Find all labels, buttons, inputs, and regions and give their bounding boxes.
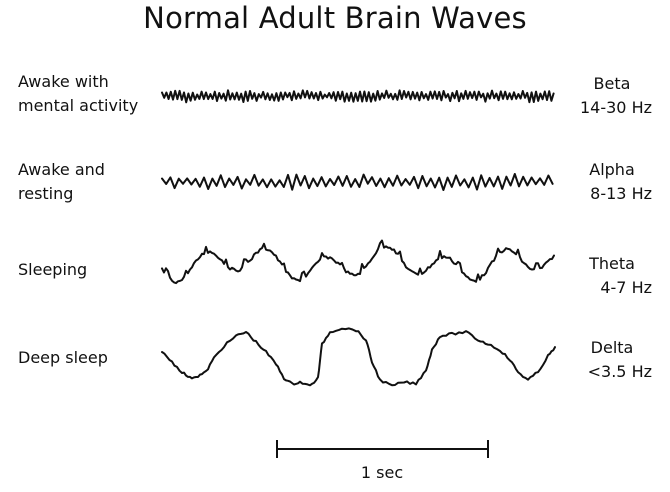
- beta-waveform: [161, 89, 555, 104]
- band-name: Beta: [593, 74, 631, 93]
- state-label-delta: Deep sleep: [18, 346, 108, 370]
- scale-bar-label: 1 sec: [360, 463, 404, 482]
- theta-waveform: [161, 239, 555, 285]
- state-label-line: mental activity: [18, 96, 139, 115]
- band-label-beta: Beta 14-30 Hz: [542, 72, 652, 120]
- diagram-title: Normal Adult Brain Waves: [143, 1, 527, 35]
- state-label-line: Sleeping: [18, 260, 88, 279]
- state-label-beta: Awake with mental activity: [18, 70, 138, 118]
- band-frequency: 4-7 Hz: [600, 278, 652, 297]
- state-label-line: Awake and: [18, 160, 105, 179]
- state-label-line: Deep sleep: [18, 348, 108, 367]
- state-label-line: Awake with: [18, 72, 109, 91]
- band-name: Delta: [590, 338, 634, 357]
- alpha-waveform: [161, 173, 554, 191]
- delta-waveform: [161, 327, 556, 387]
- band-frequency: 8-13 Hz: [590, 184, 652, 203]
- state-label-theta: Sleeping: [18, 258, 87, 282]
- band-frequency: <3.5 Hz: [587, 362, 652, 381]
- band-name: Alpha: [589, 160, 635, 179]
- band-name: Theta: [589, 254, 635, 273]
- state-label-alpha: Awake and resting: [18, 158, 105, 206]
- band-label-delta: Delta <3.5 Hz: [542, 336, 652, 384]
- time-scale-bar: [276, 440, 489, 458]
- band-frequency: 14-30 Hz: [579, 98, 652, 117]
- band-label-theta: Theta 4-7 Hz: [542, 252, 652, 300]
- state-label-line: resting: [18, 184, 74, 203]
- band-label-alpha: Alpha 8-13 Hz: [542, 158, 652, 206]
